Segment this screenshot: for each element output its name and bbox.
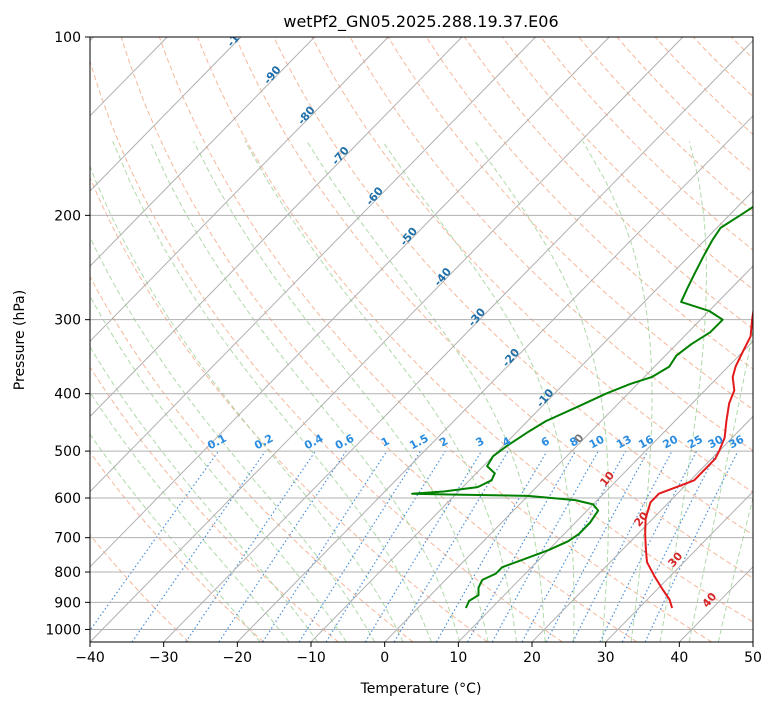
- x-tick-label: −30: [149, 650, 179, 666]
- y-tick-label: 500: [54, 444, 81, 460]
- y-tick-label: 100: [54, 30, 81, 46]
- x-tick-label: −20: [223, 650, 253, 666]
- x-tick-label: −10: [296, 650, 326, 666]
- y-tick-label: 900: [54, 595, 81, 611]
- x-tick-label: 10: [449, 650, 467, 666]
- x-tick-label: 50: [744, 650, 762, 666]
- y-tick-label: 800: [54, 565, 81, 581]
- x-tick-label: 30: [597, 650, 615, 666]
- x-tick-label: 40: [670, 650, 688, 666]
- x-axis-label: Temperature (°C): [360, 681, 482, 697]
- y-tick-label: 400: [54, 387, 81, 403]
- chart-title: wetPf2_GN05.2025.288.19.37.E06: [283, 12, 558, 32]
- y-tick-label: 1000: [45, 622, 81, 638]
- x-tick-label: −40: [75, 650, 105, 666]
- x-tick-label: 0: [380, 650, 389, 666]
- y-tick-label: 600: [54, 491, 81, 507]
- y-axis-label: Pressure (hPa): [12, 290, 28, 390]
- x-tick-label: 20: [523, 650, 541, 666]
- y-tick-label: 300: [54, 313, 81, 329]
- y-tick-label: 700: [54, 531, 81, 547]
- y-tick-label: 200: [54, 208, 81, 224]
